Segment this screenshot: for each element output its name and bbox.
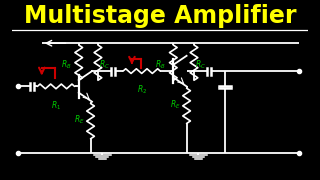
Text: $R_C$: $R_C$	[196, 58, 206, 71]
Text: $R_1$: $R_1$	[51, 99, 61, 111]
Text: $R_E$: $R_E$	[170, 98, 181, 111]
Text: $R_E$: $R_E$	[74, 113, 85, 126]
Text: $R_2$: $R_2$	[137, 84, 147, 96]
Text: $R_B$: $R_B$	[61, 58, 71, 71]
Text: Multistage Amplifier: Multistage Amplifier	[24, 4, 296, 28]
Text: $R_C$: $R_C$	[100, 58, 110, 71]
Text: $R_B$: $R_B$	[155, 58, 166, 71]
